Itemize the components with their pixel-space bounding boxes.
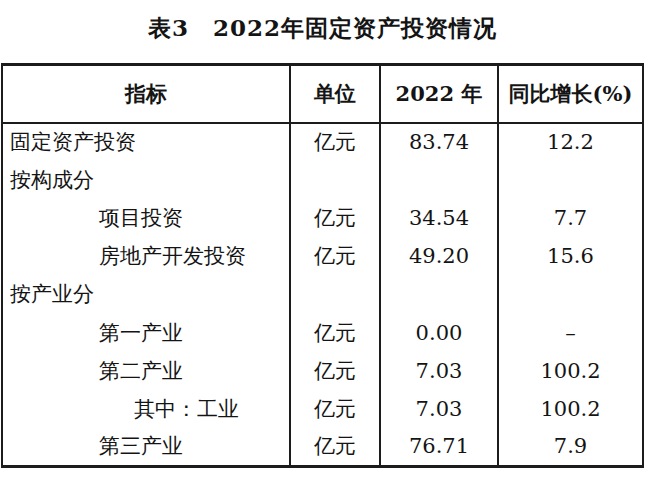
table-row: 按产业分 xyxy=(2,275,643,313)
table-row: 房地产开发投资 亿元 49.20 15.6 xyxy=(2,237,643,275)
header-cell-growth: 同比增长(%) xyxy=(498,65,643,123)
row-unit xyxy=(290,275,380,313)
row-growth: 7.9 xyxy=(498,428,643,466)
table-row: 第一产业 亿元 0.00 – xyxy=(2,313,643,351)
row-value xyxy=(380,161,498,199)
row-unit: 亿元 xyxy=(290,390,380,428)
table-header-row: 指标 单位 2022 年 同比增长(%) xyxy=(2,65,643,123)
row-value: 83.74 xyxy=(380,123,498,161)
row-value: 34.54 xyxy=(380,199,498,237)
row-growth xyxy=(498,161,643,199)
row-value: 7.03 xyxy=(380,352,498,390)
header-cell-indicator: 指标 xyxy=(2,65,290,123)
row-label: 按构成分 xyxy=(2,161,290,199)
row-unit: 亿元 xyxy=(290,428,380,466)
row-label: 第一产业 xyxy=(2,313,290,351)
row-label: 按产业分 xyxy=(2,275,290,313)
header-cell-unit: 单位 xyxy=(290,65,380,123)
page-title: 表3 2022年固定资产投资情况 xyxy=(0,13,645,44)
row-growth: 7.7 xyxy=(498,199,643,237)
row-label: 房地产开发投资 xyxy=(2,237,290,275)
row-unit: 亿元 xyxy=(290,352,380,390)
row-growth: – xyxy=(498,313,643,351)
table-row: 其中：工业 亿元 7.03 100.2 xyxy=(2,390,643,428)
row-growth: 100.2 xyxy=(498,352,643,390)
row-unit: 亿元 xyxy=(290,123,380,161)
table-row: 第二产业 亿元 7.03 100.2 xyxy=(2,352,643,390)
row-growth: 100.2 xyxy=(498,390,643,428)
row-value: 0.00 xyxy=(380,313,498,351)
row-unit: 亿元 xyxy=(290,199,380,237)
row-label: 项目投资 xyxy=(2,199,290,237)
row-label: 第二产业 xyxy=(2,352,290,390)
row-value: 7.03 xyxy=(380,390,498,428)
table-body: 固定资产投资 亿元 83.74 12.2 按构成分 项目投资 亿元 34.54 … xyxy=(2,123,643,467)
row-unit: 亿元 xyxy=(290,237,380,275)
table-row: 第三产业 亿元 76.71 7.9 xyxy=(2,428,643,466)
row-value: 76.71 xyxy=(380,428,498,466)
row-value: 49.20 xyxy=(380,237,498,275)
row-growth: 12.2 xyxy=(498,123,643,161)
table-row: 按构成分 xyxy=(2,161,643,199)
page: 表3 2022年固定资产投资情况 指标 单位 2022 年 同比增长(%) 固定… xyxy=(0,0,645,488)
header-cell-year: 2022 年 xyxy=(380,65,498,123)
row-value xyxy=(380,275,498,313)
row-label: 其中：工业 xyxy=(2,390,290,428)
row-unit xyxy=(290,161,380,199)
table-row: 固定资产投资 亿元 83.74 12.2 xyxy=(2,123,643,161)
row-label: 第三产业 xyxy=(2,428,290,466)
table-row: 项目投资 亿元 34.54 7.7 xyxy=(2,199,643,237)
row-growth xyxy=(498,275,643,313)
row-label: 固定资产投资 xyxy=(2,123,290,161)
row-growth: 15.6 xyxy=(498,237,643,275)
investment-table: 指标 单位 2022 年 同比增长(%) 固定资产投资 亿元 83.74 12.… xyxy=(1,63,644,468)
row-unit: 亿元 xyxy=(290,313,380,351)
